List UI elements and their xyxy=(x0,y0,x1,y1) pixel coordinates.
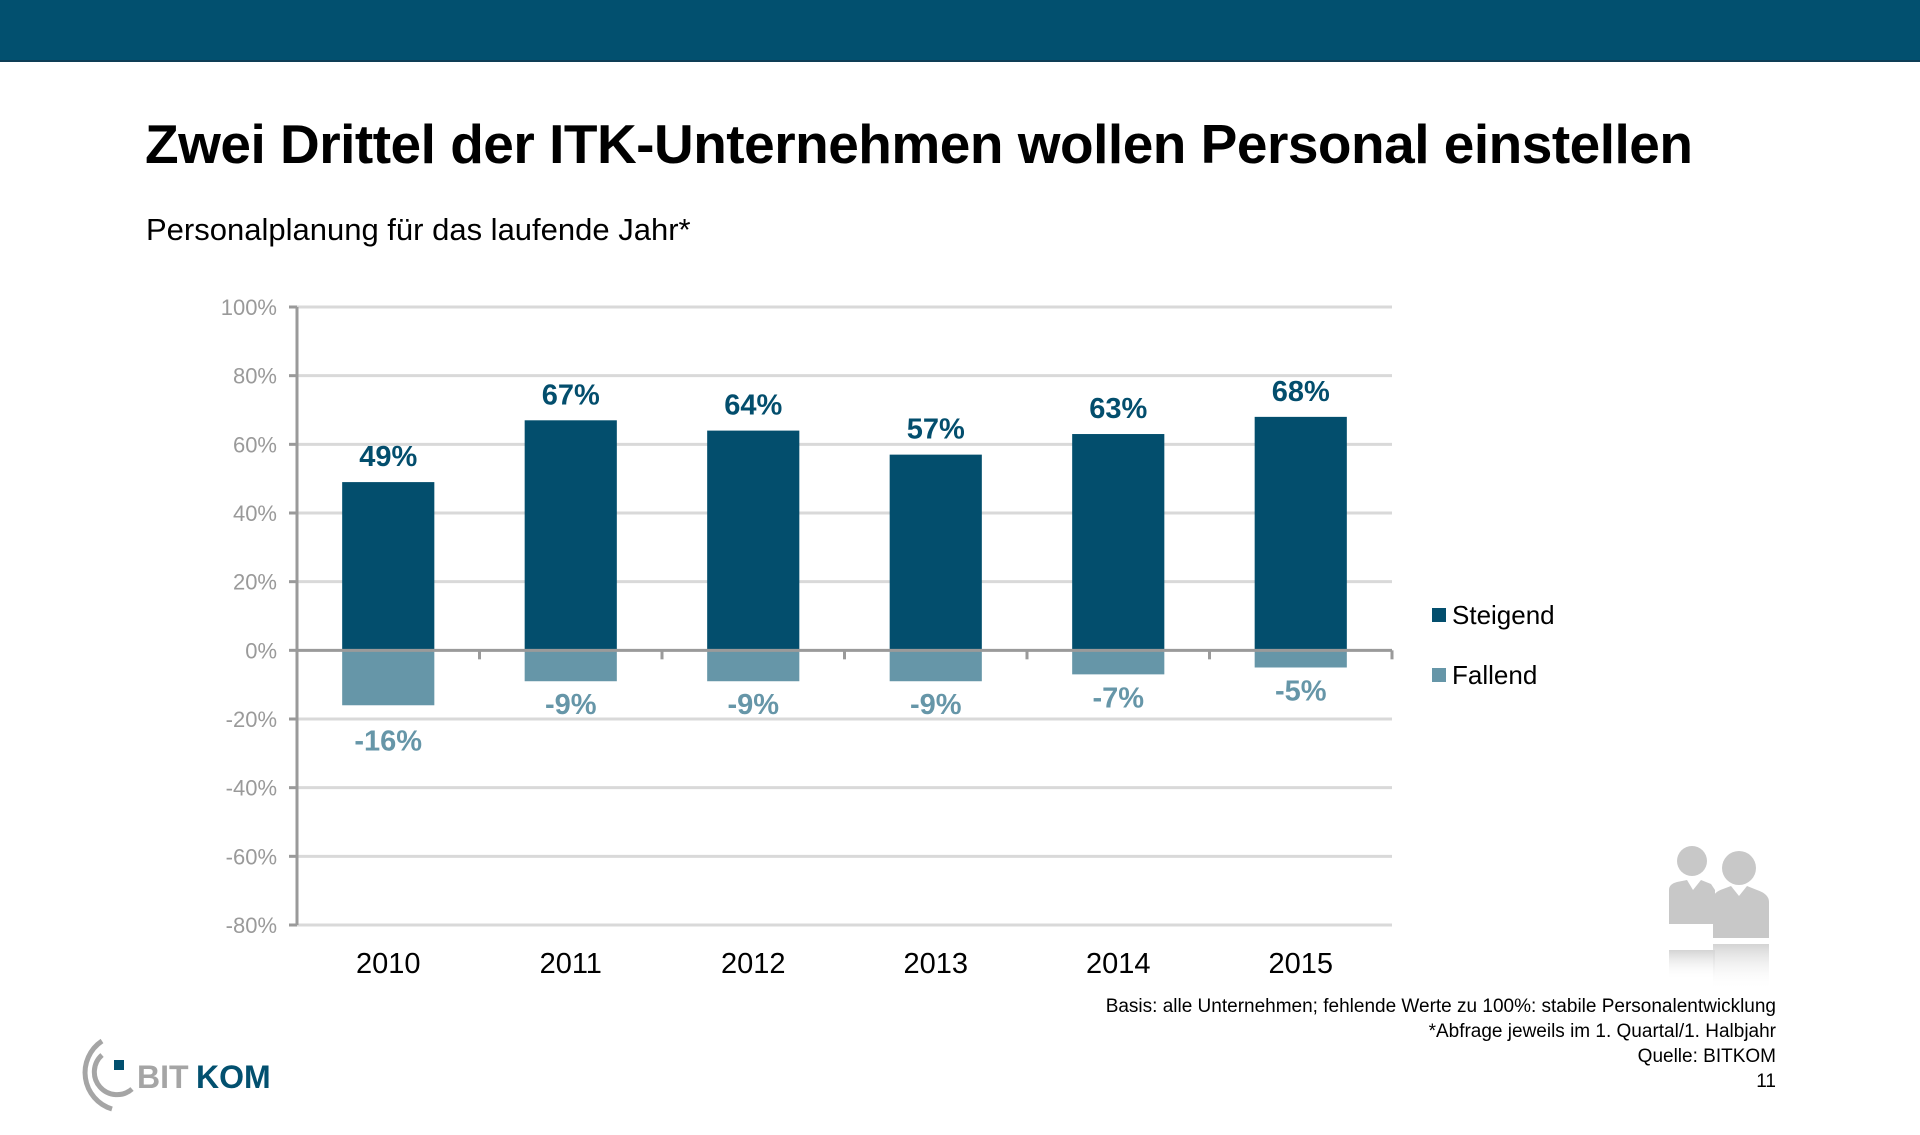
data-label-fallend: -16% xyxy=(354,725,422,757)
x-tick-label: 2011 xyxy=(540,948,602,980)
bar-fallend-2014 xyxy=(1072,650,1165,675)
footnote-source: Quelle: BITKOM xyxy=(1637,1046,1776,1067)
bar-fallend-2015 xyxy=(1254,650,1347,668)
chart-legend: Steigend Fallend xyxy=(1432,600,1555,720)
legend-item-steigend: Steigend xyxy=(1432,600,1555,630)
y-tick-label: -60% xyxy=(226,844,277,869)
data-label-fallend: -9% xyxy=(545,689,597,721)
y-tick-label: -40% xyxy=(226,776,277,801)
logo-arc-inner-icon xyxy=(91,1053,134,1098)
bar-fallend-2012 xyxy=(707,650,800,682)
legend-label: Steigend xyxy=(1452,599,1555,630)
data-label-steigend: 64% xyxy=(724,390,782,422)
data-label-steigend: 68% xyxy=(1272,376,1330,408)
bar-fallend-2011 xyxy=(524,650,617,682)
legend-item-fallend: Fallend xyxy=(1432,660,1555,690)
y-tick-label: -80% xyxy=(226,913,277,938)
people-icon xyxy=(1669,846,1769,990)
bitkom-logo: BIT KOM xyxy=(82,1038,271,1112)
header-bar xyxy=(0,0,1920,62)
y-tick-label: 40% xyxy=(233,501,277,526)
bar-steigend-2012 xyxy=(707,430,800,651)
legend-swatch-fallend xyxy=(1432,668,1446,682)
axes: 100% 80% 60% 40% 20% 0% -20% -40% -60% -80% 2010 20… xyxy=(221,295,1394,980)
legend-label: Fallend xyxy=(1452,659,1538,690)
data-label-steigend: 67% xyxy=(542,379,600,411)
bar-steigend-2010 xyxy=(342,482,435,651)
y-tick-label: 0% xyxy=(245,638,277,663)
footnote-basis: Basis: alle Unternehmen; fehlende Werte … xyxy=(1105,996,1776,1017)
y-tick-label: 80% xyxy=(233,364,277,389)
page-number: 11 xyxy=(1756,1071,1776,1092)
logo-square-icon xyxy=(114,1060,124,1070)
y-tick-label: -20% xyxy=(226,707,277,732)
data-labels: 49% -16% 67% -9% 64% -9% 57% -9% 63% -7% 68% -5% xyxy=(354,376,1330,757)
bar-steigend-2015 xyxy=(1254,416,1347,651)
x-tick-label: 2015 xyxy=(1268,948,1333,980)
bar-fallend-2010 xyxy=(342,650,435,706)
chart-subtitle: Personalplanung für das laufende Jahr* xyxy=(146,212,691,247)
footnotes: Basis: alle Unternehmen; fehlende Werte … xyxy=(1106,994,1776,1094)
bars xyxy=(342,416,1347,706)
logo-text-bit: BIT xyxy=(137,1059,189,1095)
data-label-steigend: 57% xyxy=(907,414,965,446)
legend-swatch-steigend xyxy=(1432,608,1446,622)
y-tick-label: 20% xyxy=(233,570,277,595)
x-tick-label: 2012 xyxy=(721,948,786,980)
logo-arc-outer-icon xyxy=(82,1038,113,1112)
data-label-steigend: 63% xyxy=(1089,393,1147,425)
bar-fallend-2013 xyxy=(889,650,982,682)
data-label-fallend: -7% xyxy=(1092,682,1144,714)
y-tick-label: 60% xyxy=(233,432,277,457)
y-tick-label: 100% xyxy=(221,295,277,320)
x-tick-label: 2013 xyxy=(903,948,968,980)
bar-steigend-2013 xyxy=(889,454,982,651)
bar-steigend-2014 xyxy=(1072,434,1165,651)
x-tick-label: 2010 xyxy=(356,948,421,980)
data-label-fallend: -9% xyxy=(727,689,779,721)
bar-steigend-2011 xyxy=(524,420,617,651)
slide-title: Zwei Drittel der ITK-Unternehmen wollen … xyxy=(145,113,1693,175)
logo-text-kom: KOM xyxy=(196,1059,271,1095)
x-tick-label: 2014 xyxy=(1086,948,1151,980)
gridlines xyxy=(297,305,1392,927)
data-label-fallend: -5% xyxy=(1275,676,1327,708)
footnote-survey: *Abfrage jeweils im 1. Quartal/1. Halbja… xyxy=(1428,1021,1776,1042)
data-label-fallend: -9% xyxy=(910,689,962,721)
data-label-steigend: 49% xyxy=(359,441,417,473)
